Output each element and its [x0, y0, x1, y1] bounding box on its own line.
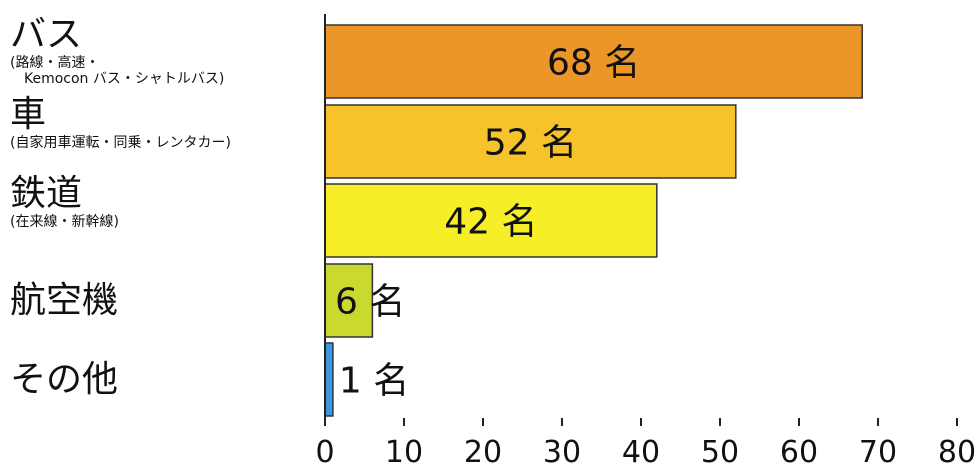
x-tick-label-7: 70	[859, 435, 897, 468]
x-tick-label-1: 10	[385, 435, 423, 468]
bar-3	[324, 263, 374, 338]
category-sublabel-2: (在来線・新幹線)	[10, 214, 119, 230]
value-label-0: 68 名	[547, 43, 640, 84]
category-label-4: その他	[10, 358, 119, 400]
value-label-1: 52 名	[484, 123, 577, 164]
x-tick-label-8: 80	[938, 435, 976, 468]
value-label-2: 42 名	[444, 202, 537, 243]
x-tick-label-6: 60	[780, 435, 818, 468]
category-label-3: 航空機	[10, 279, 119, 321]
value-label-3: 6 名	[335, 282, 405, 323]
category-sublabel-0: (路線・高速・ Kemocon バス・シャトルバス)	[10, 55, 225, 87]
x-axis-ticks: 0 10 20 30 40 50 60 70 80	[315, 418, 976, 468]
category-label-2: 鉄道	[10, 173, 83, 214]
value-label-4: 1 名	[339, 361, 409, 402]
bars-layer	[324, 24, 863, 417]
x-tick-label-0: 0	[315, 435, 334, 468]
bar-4	[324, 342, 334, 417]
x-tick-label-2: 20	[464, 435, 502, 468]
x-tick-label-3: 30	[543, 435, 581, 468]
x-tick-label-4: 40	[622, 435, 660, 468]
category-label-0: バス	[10, 14, 83, 55]
value-labels-layer: 68 名 52 名 42 名 6 名 1 名	[335, 43, 640, 402]
category-sublabel-1: (自家用車運転・同乗・レンタカー)	[10, 135, 231, 151]
bar-1	[324, 104, 737, 179]
x-tick-label-5: 50	[701, 435, 739, 468]
bar-2	[324, 183, 658, 258]
category-label-1: 車	[10, 94, 47, 135]
bar-0	[324, 24, 863, 99]
